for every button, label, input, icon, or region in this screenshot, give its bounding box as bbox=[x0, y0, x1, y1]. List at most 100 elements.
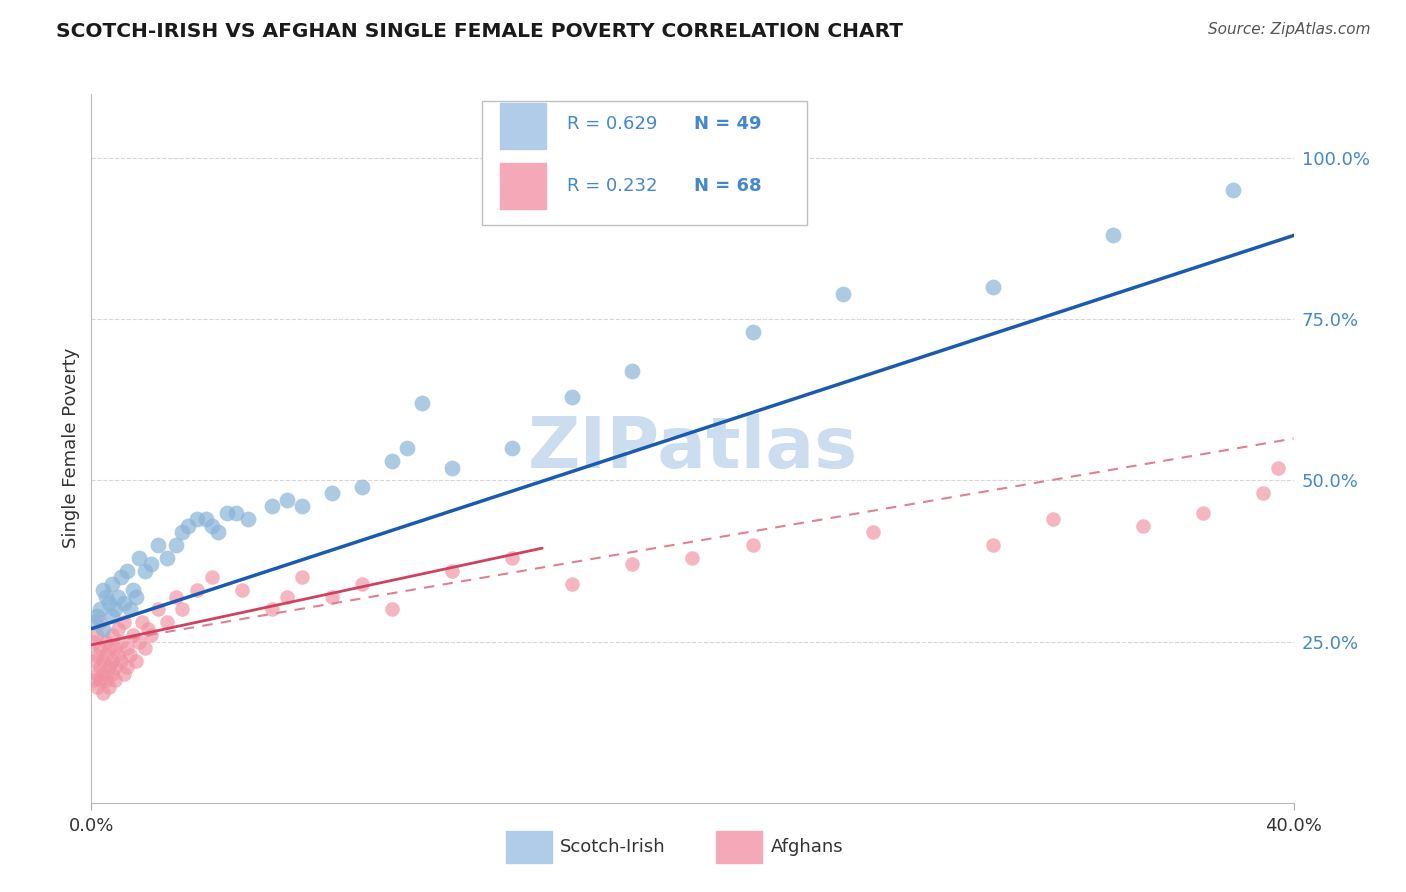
Point bbox=[89, 660, 111, 674]
Point bbox=[981, 538, 1004, 552]
Point bbox=[440, 460, 463, 475]
Point bbox=[350, 480, 373, 494]
Point bbox=[1253, 486, 1275, 500]
Bar bbox=[717, 831, 762, 863]
Text: Source: ZipAtlas.com: Source: ZipAtlas.com bbox=[1208, 22, 1371, 37]
Point bbox=[260, 602, 283, 616]
Point bbox=[146, 602, 169, 616]
Point bbox=[207, 524, 229, 539]
Point bbox=[107, 622, 129, 636]
Point bbox=[104, 602, 127, 616]
Point bbox=[741, 538, 763, 552]
Text: R = 0.232: R = 0.232 bbox=[568, 177, 658, 194]
Point bbox=[93, 666, 115, 681]
Point bbox=[93, 583, 115, 598]
Point bbox=[146, 538, 169, 552]
Point bbox=[110, 654, 132, 668]
Point bbox=[101, 628, 124, 642]
Point bbox=[101, 654, 124, 668]
Point bbox=[741, 325, 763, 339]
Point bbox=[120, 648, 142, 662]
Point bbox=[321, 486, 343, 500]
Point bbox=[1042, 512, 1064, 526]
Point bbox=[186, 583, 208, 598]
Point bbox=[291, 500, 314, 514]
Point bbox=[98, 596, 121, 610]
Point bbox=[86, 680, 108, 694]
Point bbox=[128, 634, 150, 648]
Point bbox=[98, 660, 121, 674]
Point bbox=[114, 615, 136, 630]
Point bbox=[83, 634, 105, 648]
Text: Scotch-Irish: Scotch-Irish bbox=[560, 838, 666, 855]
Point bbox=[276, 590, 298, 604]
Point bbox=[225, 506, 247, 520]
Point bbox=[1192, 506, 1215, 520]
Point bbox=[215, 506, 238, 520]
Point bbox=[114, 596, 136, 610]
Y-axis label: Single Female Poverty: Single Female Poverty bbox=[62, 348, 80, 549]
Point bbox=[201, 570, 224, 584]
Bar bbox=[501, 163, 546, 210]
Bar bbox=[501, 103, 546, 149]
Point bbox=[155, 615, 177, 630]
Text: N = 68: N = 68 bbox=[693, 177, 761, 194]
Point bbox=[141, 628, 163, 642]
Point bbox=[107, 648, 129, 662]
Point bbox=[128, 550, 150, 565]
Point bbox=[89, 641, 111, 656]
Point bbox=[101, 608, 124, 623]
Point bbox=[1222, 183, 1244, 197]
Point bbox=[155, 550, 177, 565]
Bar bbox=[506, 831, 551, 863]
Point bbox=[291, 570, 314, 584]
Point bbox=[93, 654, 115, 668]
Point bbox=[125, 654, 148, 668]
Point bbox=[260, 500, 283, 514]
Point bbox=[194, 512, 217, 526]
Point bbox=[98, 641, 121, 656]
Point bbox=[395, 442, 418, 456]
Point bbox=[93, 622, 115, 636]
Text: R = 0.629: R = 0.629 bbox=[568, 115, 658, 133]
Point bbox=[117, 641, 139, 656]
Text: Afghans: Afghans bbox=[770, 838, 844, 855]
Point bbox=[120, 602, 142, 616]
Point bbox=[83, 615, 105, 630]
Point bbox=[101, 576, 124, 591]
Point bbox=[86, 648, 108, 662]
Point bbox=[83, 673, 105, 688]
Point bbox=[117, 564, 139, 578]
Point bbox=[89, 615, 111, 630]
Point bbox=[114, 666, 136, 681]
Point bbox=[141, 558, 163, 572]
Bar bbox=[482, 101, 807, 225]
Point bbox=[381, 454, 404, 468]
Point bbox=[165, 590, 187, 604]
Point bbox=[122, 583, 145, 598]
Point bbox=[176, 518, 198, 533]
Point bbox=[621, 364, 644, 378]
Point bbox=[501, 442, 523, 456]
Point bbox=[122, 628, 145, 642]
Point bbox=[165, 538, 187, 552]
Point bbox=[96, 634, 118, 648]
Point bbox=[236, 512, 259, 526]
Point bbox=[98, 680, 121, 694]
Point bbox=[96, 590, 118, 604]
Point bbox=[186, 512, 208, 526]
Point bbox=[110, 634, 132, 648]
Point bbox=[134, 641, 156, 656]
Point bbox=[110, 570, 132, 584]
Point bbox=[862, 524, 884, 539]
Text: N = 49: N = 49 bbox=[693, 115, 761, 133]
Point bbox=[107, 590, 129, 604]
Point bbox=[831, 286, 853, 301]
Point bbox=[134, 564, 156, 578]
Point bbox=[231, 583, 253, 598]
Point bbox=[86, 608, 108, 623]
Point bbox=[1267, 460, 1289, 475]
Point bbox=[86, 628, 108, 642]
Point bbox=[411, 396, 433, 410]
Point bbox=[561, 390, 583, 404]
